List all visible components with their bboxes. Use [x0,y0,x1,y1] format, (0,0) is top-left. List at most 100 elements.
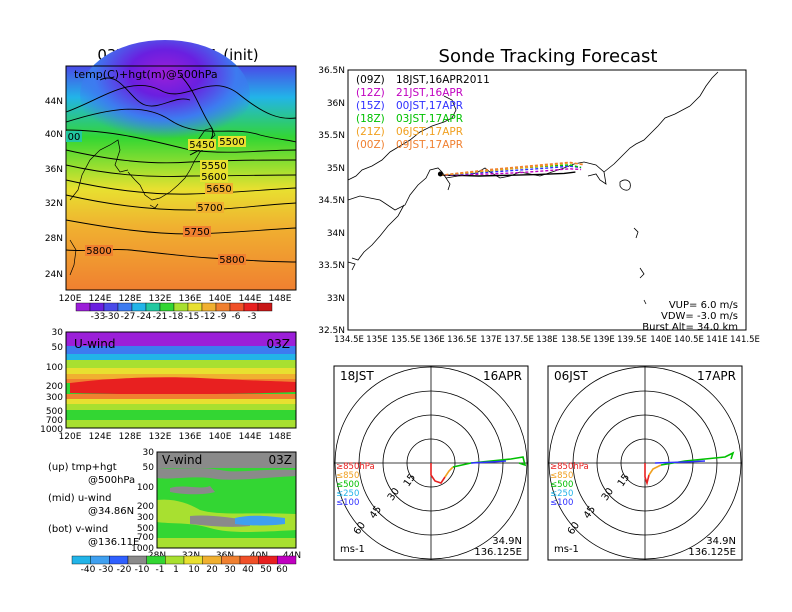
polar-right-lat: 34.9N [706,536,736,547]
run-label-12z: 21JST,16APR [396,87,463,99]
temp-lon-140e: 140E [209,294,232,304]
map-lon-ticks: 134.5E 135E 135.5E 136E 136.5E 137E 137.… [334,335,760,345]
map-lat-33-5n: 33.5N [318,261,345,271]
wind-cb-tick-9: 30 [224,565,236,575]
map-lat-36n: 36N [327,99,345,109]
run-label-09z: 18JST,16APR2011 [396,74,490,86]
polar-left-level-1: ≤850 [336,471,359,481]
map-lat-34n: 34N [327,229,345,239]
polar-trace [430,463,446,484]
wind-colorbar-swatch [127,555,147,565]
contour-label-5550: 5550 [201,161,226,172]
map-lat-36-5n: 36.5N [318,66,345,76]
run-label-21z: 06JST,17APR [396,126,463,138]
uwind-p-1000: 1000 [40,425,63,435]
vwind-p-50: 50 [143,463,155,473]
polar-right-lon: 136.125E [688,547,736,558]
contour-label-5450: 5450 [189,140,214,151]
launch-point [437,171,443,177]
temp-colorbar-swatch [117,302,133,312]
temp-colorbar-swatch [215,302,231,312]
temp-colorbar-swatch [145,302,161,312]
contour-labels: 5450 5500 5550 5600 5650 5700 5750 5800 … [66,131,246,266]
temp-lon-128e: 128E [119,294,142,304]
temp-cb-tick-9: -9 [218,312,227,322]
run-legend: (09Z) 18JST,16APR2011 (12Z) 21JST,16APR … [356,74,490,151]
wind-colorbar-swatch [165,555,185,565]
uwind-lon-124e: 124E [89,432,112,442]
vwind-p-100: 100 [137,483,154,493]
legend-line-1: (up) tmp+hgt [48,462,117,473]
vwind-p-200: 200 [137,502,154,512]
uwind-p-30: 30 [52,328,64,338]
temp-colorbar-swatch [257,302,273,312]
run-label-18z: 03JST,17APR [396,113,463,125]
map-lon-138e: 138E [536,335,558,345]
temp-lon-120e: 120E [59,294,82,304]
uwind-lon-148e: 148E [269,432,292,442]
vwind-panel: V-wind 03Z 30 50 100 200 300 500 700 100… [131,448,301,561]
temp-frame [65,65,297,291]
map-lon-135-5e: 135.5E [391,335,421,345]
polar-left-level-2: ≤500 [336,480,359,490]
wind-colorbar-swatch [221,555,241,565]
legend-line-2: @500hPa [88,475,135,486]
vwind-time: 03Z [269,453,293,467]
polar-right-unit: ms-1 [554,544,579,555]
polar-right-levels: ≥850hPa ≤850 ≤500 ≤250 ≤100 [550,462,589,508]
polar-trace [654,460,706,464]
run-code-18z: (18Z) [356,113,385,125]
temp-lon-148e: 148E [269,294,292,304]
legend-line-3: (mid) u-wind [48,493,111,504]
temp-cb-tick-10: -6 [232,312,241,322]
uwind-lon-132e: 132E [149,432,172,442]
temp-colorbar-swatch [243,302,259,312]
wind-cb-tick-6: 1 [173,565,179,575]
map-lat-34-5n: 34.5N [318,196,345,206]
temp-colorbar-swatch [173,302,189,312]
temp-colorbar-swatch [159,302,175,312]
wind-colorbar-swatch [146,555,166,565]
cold-core [80,40,250,150]
legend-line-4: @34.86N [88,506,134,517]
map-frame [347,69,747,331]
wind-cb-tick-5: -1 [156,565,165,575]
run-label-00z: 09JST,17APR [396,139,463,151]
uwind-time: 03Z [267,337,291,351]
polar-right-level-3: ≤250 [550,489,573,499]
vwind-p-1000: 1000 [131,544,154,554]
temp-colorbar-swatch [89,302,105,312]
polar-left-lon: 136.125E [474,547,522,558]
polar-left-time: 18JST [340,369,374,383]
legend-line-5: (bot) v-wind [48,524,108,535]
right-title: Sonde Tracking Forecast [439,46,658,67]
map-lon-137e: 137E [480,335,502,345]
polar-left-traces [430,456,527,484]
vwind-p-300: 300 [137,513,154,523]
run-code-15z: (15Z) [356,100,385,112]
uwind-frame [65,331,297,429]
vwind-p-500: 500 [137,524,154,534]
map-lon-135e: 135E [366,335,388,345]
map-lat-32-5n: 32.5N [318,326,345,336]
map-vup: VUP= 6.0 m/s [669,300,738,311]
run-code-12z: (12Z) [356,87,385,99]
vwind-p-30: 30 [143,448,155,458]
map-lon-141e: 141E [706,335,728,345]
map-lon-138-5e: 138.5E [561,335,591,345]
polar-right-level-0: ≥850hPa [550,462,589,472]
temp-cb-tick-11: -3 [248,312,257,322]
map-lon-136-5e: 136.5E [447,335,477,345]
run-code-00z: (00Z) [356,139,385,151]
temp-cb-tick-6: -18 [169,312,184,322]
uwind-lon-140e: 140E [209,432,232,442]
polar-plot-right: 15 30 45 60 06JST 17APR ≥850hPa ≤850 ≤50… [547,365,743,561]
temp-lat-24n: 24N [45,270,63,280]
wind-cb-tick-8: 20 [206,565,218,575]
uwind-lon-144e: 144E [239,432,262,442]
wind-colorbar-ticks: -40 -30 -20 -10 -1 1 10 20 30 40 50 60 [81,565,288,575]
uwind-pres-ticks: 30 50 100 200 300 500 700 1000 [40,328,63,435]
wind-colorbar-swatch [277,555,297,565]
polar-left-levels: ≥850hPa ≤850 ≤500 ≤250 ≤100 [336,462,375,508]
polar-left-unit: ms-1 [340,544,365,555]
